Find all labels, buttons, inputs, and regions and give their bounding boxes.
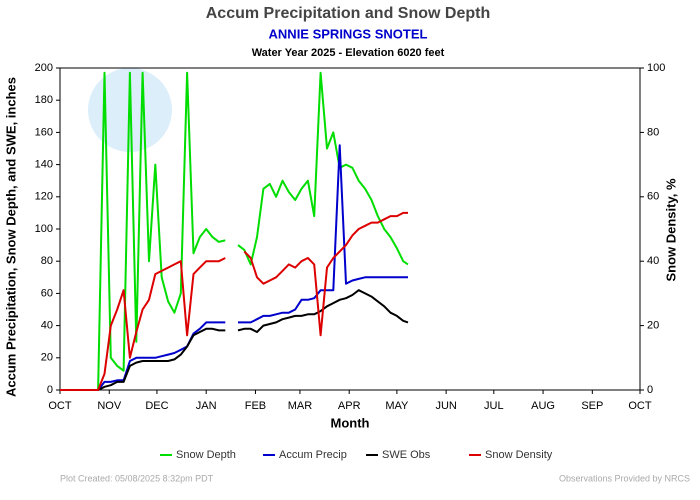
y-tick-label: 40 (41, 320, 53, 332)
x-tick-label: OCT (48, 400, 72, 412)
x-tick-label: MAY (385, 400, 409, 412)
y-tick-label: 180 (35, 94, 53, 106)
legend-label: Snow Depth (176, 449, 236, 461)
footer-right: Observations Provided by NRCS (559, 473, 690, 483)
footer-left: Plot Created: 05/08/2025 8:32pm PDT (60, 473, 214, 483)
x-tick-label: JUL (484, 400, 504, 412)
y-tick-label: 60 (41, 287, 53, 299)
y-axis-label: Accum Precipitation, Snow Depth, and SWE… (3, 77, 18, 397)
x-tick-label: APR (338, 400, 361, 412)
x-tick-label: AUG (531, 400, 555, 412)
x-tick-label: MAR (288, 400, 313, 412)
chart-title: Accum Precipitation and Snow Depth (206, 5, 490, 22)
y2-tick-label: 20 (647, 320, 659, 332)
x-tick-label: JAN (196, 400, 217, 412)
x-tick-label: SEP (581, 400, 603, 412)
y-tick-label: 140 (35, 159, 53, 171)
y-tick-label: 100 (35, 223, 53, 235)
chart-subtitle2: Water Year 2025 - Elevation 6020 feet (252, 47, 445, 59)
x-tick-label: NOV (97, 400, 122, 412)
y-tick-label: 120 (35, 191, 53, 203)
y2-tick-label: 40 (647, 255, 659, 267)
chart-subtitle: ANNIE SPRINGS SNOTEL (269, 26, 428, 41)
y-tick-label: 160 (35, 126, 53, 138)
y-tick-label: 0 (47, 384, 53, 396)
y-tick-label: 20 (41, 352, 53, 364)
y2-tick-label: 0 (647, 384, 653, 396)
x-tick-label: DEC (145, 400, 168, 412)
x-tick-label: OCT (628, 400, 652, 412)
x-axis-label: Month (331, 415, 370, 430)
legend-label: Accum Precip (279, 449, 347, 461)
x-tick-label: FEB (245, 400, 266, 412)
y2-tick-label: 60 (647, 191, 659, 203)
x-tick-label: JUN (435, 400, 456, 412)
series-line (60, 211, 408, 391)
legend-label: Snow Density (485, 449, 553, 461)
y2-axis-label: Snow Density, % (663, 178, 678, 281)
y2-tick-label: 80 (647, 126, 659, 138)
y2-tick-label: 100 (647, 62, 665, 74)
y-tick-label: 200 (35, 62, 53, 74)
y-tick-label: 80 (41, 255, 53, 267)
legend-label: SWE Obs (382, 449, 431, 461)
